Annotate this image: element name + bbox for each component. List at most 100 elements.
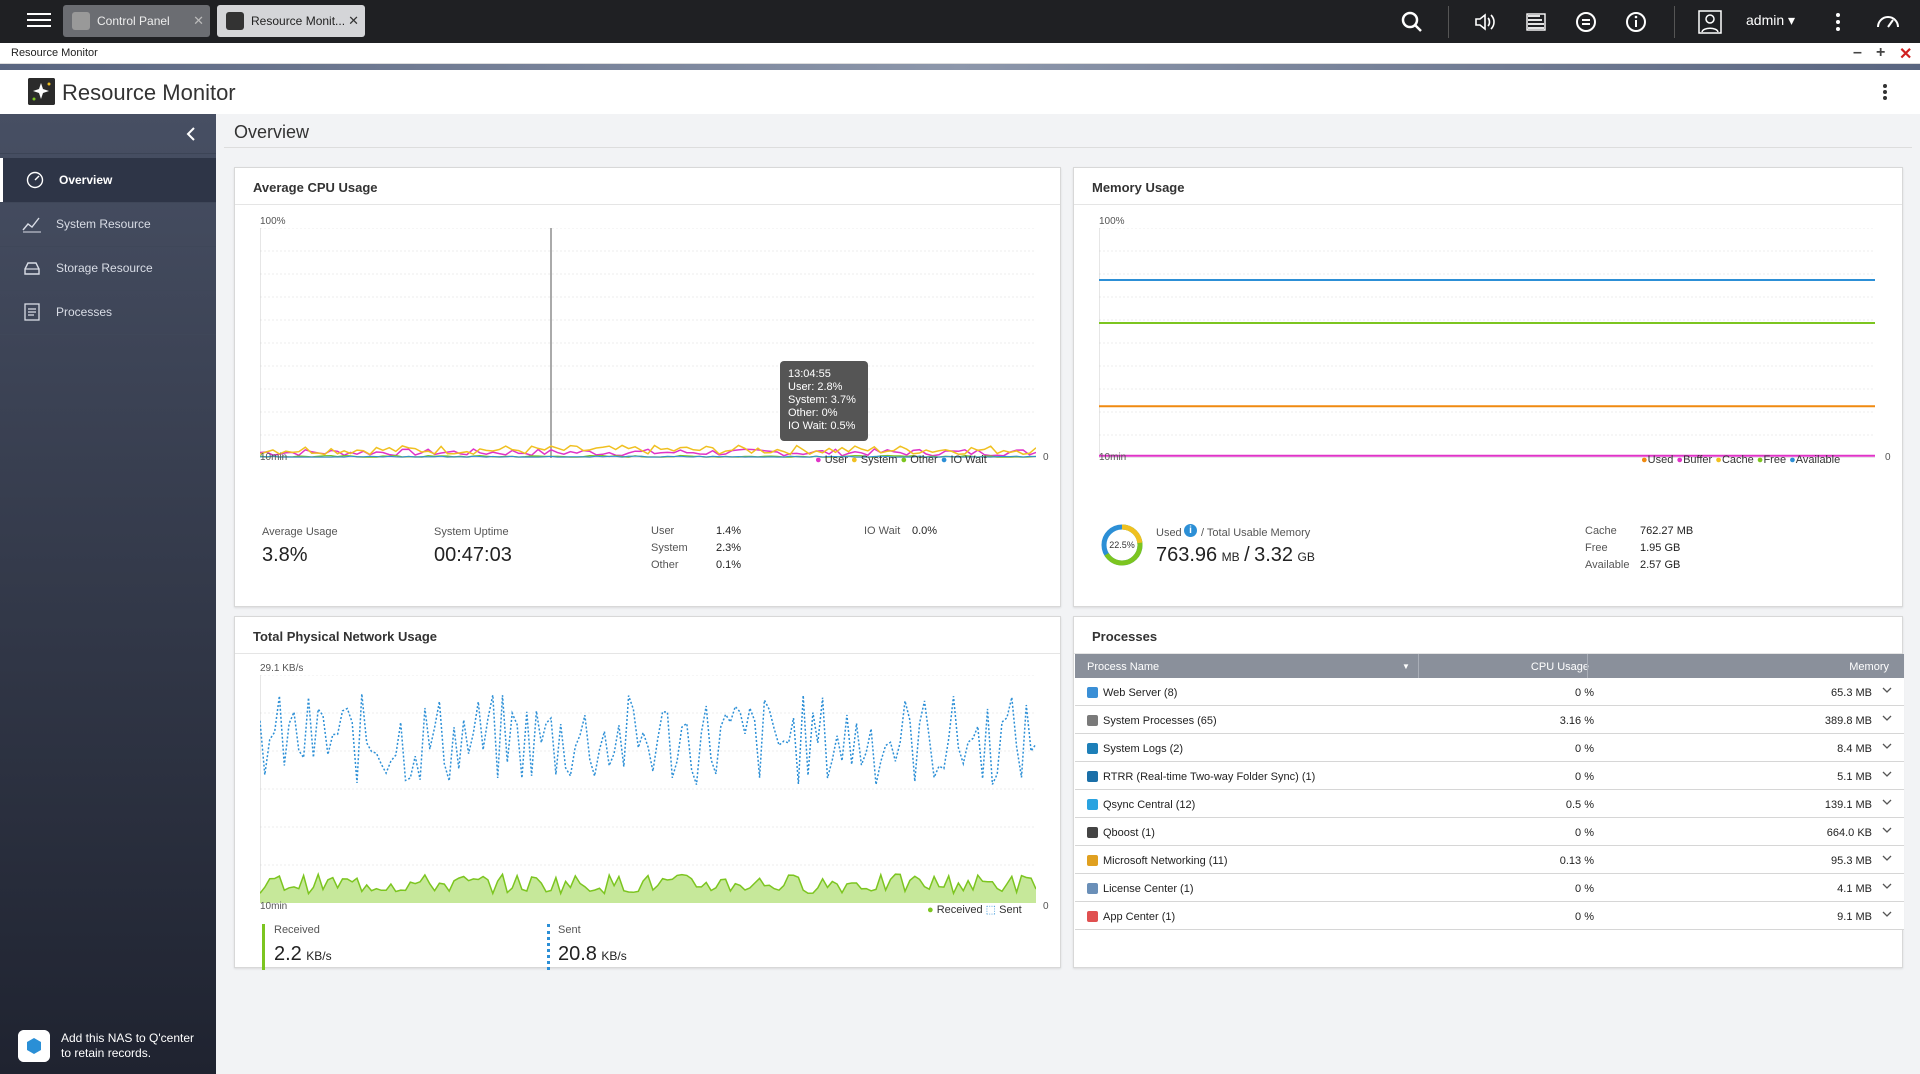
memory-donut: 22.5% <box>1101 524 1143 566</box>
chart-tooltip: 13:04:55 User: 2.8% System: 3.7% Other: … <box>780 361 868 441</box>
close-window-button[interactable]: ✕ <box>1899 46 1913 63</box>
used-value: 763.96 <box>1156 544 1218 566</box>
sidebar-item-label: Storage Resource <box>56 261 153 275</box>
avg-usage-value: 3.8% <box>262 544 308 566</box>
network-legend: ● Received ⬚ Sent <box>927 904 1022 916</box>
cpu-chart <box>260 228 1036 458</box>
more-options-icon[interactable] <box>1824 8 1852 36</box>
info-icon[interactable] <box>1622 8 1650 36</box>
chevron-down-icon[interactable] <box>1882 825 1892 835</box>
legend-item: Free <box>1763 454 1787 466</box>
chevron-down-icon[interactable] <box>1882 909 1892 919</box>
sort-icon[interactable]: ▼ <box>1402 662 1410 671</box>
close-icon[interactable]: ✕ <box>193 13 204 28</box>
process-memory: 139.1 MB <box>1824 799 1872 811</box>
user-avatar-icon[interactable] <box>1696 8 1724 36</box>
app-more-icon[interactable] <box>1880 82 1890 104</box>
column-header-name[interactable]: Process Name <box>1087 661 1160 673</box>
process-icon <box>1087 827 1098 838</box>
zero-label: 0 <box>1885 452 1891 463</box>
y-max-label: 29.1 KB/s <box>260 663 304 674</box>
chevron-down-icon[interactable] <box>1882 881 1892 891</box>
column-header-cpu[interactable]: CPU Usage <box>1530 661 1589 673</box>
menu-icon[interactable] <box>22 9 56 33</box>
collapse-sidebar-button[interactable] <box>0 114 216 154</box>
series-line <box>260 455 1036 458</box>
legend-item: Buffer <box>1683 454 1713 466</box>
dashboard-icon <box>26 171 44 189</box>
tooltip-time: 13:04:55 <box>788 368 831 380</box>
process-cpu: 0.13 % <box>1559 855 1594 867</box>
sidebar-item-processes[interactable]: Processes <box>0 290 216 334</box>
sent-value: 20.8 <box>558 943 597 965</box>
chevron-down-icon[interactable] <box>1882 713 1892 723</box>
cpu-legend: ● User ● System ● Other ● IO Wait <box>815 454 987 466</box>
network-usage-card: Total Physical Network Usage 29.1 KB/s 1… <box>234 616 1061 970</box>
info-icon[interactable]: i <box>1184 524 1197 537</box>
x-axis-label: 10min <box>260 901 288 912</box>
x-axis-label: 10min <box>260 452 288 463</box>
process-icon <box>1087 911 1098 922</box>
qcenter-promo[interactable]: Add this NAS to Q'center to retain recor… <box>18 1028 208 1068</box>
card-title: Memory Usage <box>1092 180 1185 195</box>
volume-icon[interactable] <box>1471 8 1499 36</box>
tab-label: Control Panel <box>97 14 170 28</box>
network-chart <box>260 675 1036 903</box>
table-row[interactable]: App Center (1) 0 % 9.1 MB <box>1075 902 1904 930</box>
search-icon[interactable] <box>1398 8 1426 36</box>
sidebar-item-storage-resource[interactable]: Storage Resource <box>0 246 216 290</box>
memory-legend: ●Used ●Buffer ●Cache ●Free ●Available <box>1641 454 1841 466</box>
available-value: 2.57 GB <box>1640 559 1681 571</box>
chevron-down-icon[interactable] <box>1882 685 1892 695</box>
table-row[interactable]: System Logs (2) 0 % 8.4 MB <box>1075 734 1904 762</box>
line-chart-icon <box>22 217 41 233</box>
cpu-usage-card: Average CPU Usage 100% 10min ● User ● Sy… <box>234 167 1061 607</box>
y-max-label: 100% <box>1099 216 1125 227</box>
chevron-down-icon[interactable] <box>1882 741 1892 751</box>
cache-label: Cache <box>1585 525 1617 537</box>
user-menu[interactable]: admin ▾ <box>1746 12 1796 28</box>
chevron-down-icon[interactable] <box>1882 769 1892 779</box>
column-header-memory[interactable]: Memory <box>1849 661 1889 673</box>
chevron-down-icon[interactable] <box>1882 853 1892 863</box>
iowait-label: IO Wait <box>864 525 901 537</box>
free-value: 1.95 GB <box>1640 542 1681 554</box>
table-row[interactable]: Web Server (8) 0 % 65.3 MB <box>1075 678 1904 706</box>
grid <box>260 228 1036 436</box>
table-row[interactable]: Qsync Central (12) 0.5 % 139.1 MB <box>1075 790 1904 818</box>
event-log-icon[interactable] <box>1522 8 1550 36</box>
x-axis-label: 10min <box>1099 452 1127 463</box>
tab-resource-monitor[interactable]: Resource Monit... ✕ <box>217 5 365 37</box>
zero-label: 0 <box>1043 452 1049 463</box>
table-row[interactable]: Microsoft Networking (11) 0.13 % 95.3 MB <box>1075 846 1904 874</box>
sidebar-item-system-resource[interactable]: System Resource <box>0 202 216 246</box>
process-name: System Processes (65) <box>1103 715 1217 727</box>
qcenter-text: Add this NAS to Q'center <box>61 1031 195 1045</box>
username: admin <box>1746 12 1785 28</box>
maximize-button[interactable]: + <box>1876 44 1886 61</box>
tab-control-panel[interactable]: Control Panel ✕ <box>63 5 210 37</box>
list-icon <box>24 303 40 321</box>
sidebar-item-overview[interactable]: Overview <box>0 158 216 202</box>
sent-stat: 20.8 KB/s <box>558 943 627 966</box>
slash: / <box>1244 544 1250 566</box>
minimize-button[interactable]: – <box>1853 44 1862 61</box>
table-row[interactable]: License Center (1) 0 % 4.1 MB <box>1075 874 1904 902</box>
process-name: Web Server (8) <box>1103 687 1178 699</box>
other-label: Other <box>651 559 679 571</box>
chevron-down-icon[interactable] <box>1882 797 1892 807</box>
sync-icon[interactable] <box>1572 8 1600 36</box>
card-title: Average CPU Usage <box>253 180 378 195</box>
user-value: 1.4% <box>716 525 742 537</box>
top-bar: Control Panel ✕ Resource Monit... ✕ admi… <box>0 0 1920 43</box>
table-row[interactable]: System Processes (65) 3.16 % 389.8 MB <box>1075 706 1904 734</box>
cache-value: 762.27 MB <box>1640 525 1694 537</box>
process-name: Qboost (1) <box>1103 827 1155 839</box>
dashboard-gauge-icon[interactable] <box>1874 8 1902 36</box>
close-icon[interactable]: ✕ <box>348 13 359 28</box>
table-row[interactable]: Qboost (1) 0 % 664.0 KB <box>1075 818 1904 846</box>
sent-marker <box>547 924 550 970</box>
system-label: System <box>651 542 688 554</box>
tooltip-iowait: IO Wait: 0.5% <box>788 420 856 432</box>
table-row[interactable]: RTRR (Real-time Two-way Folder Sync) (1)… <box>1075 762 1904 790</box>
